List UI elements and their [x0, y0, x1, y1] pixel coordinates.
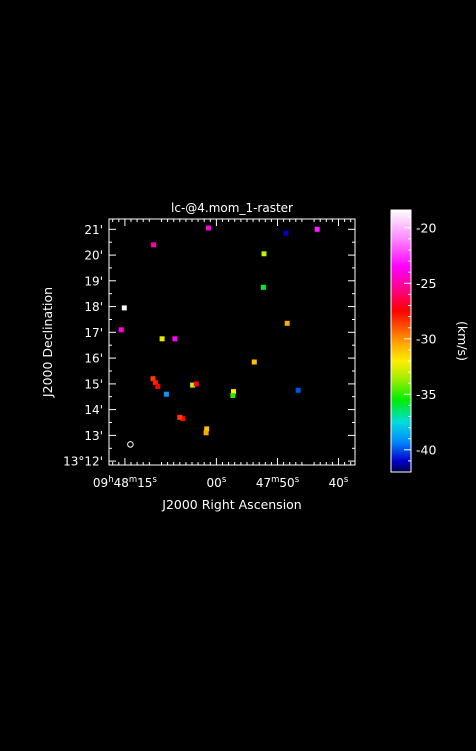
data-point [155, 383, 161, 389]
data-points-layer [118, 225, 320, 448]
y-tick-label: 20' [84, 249, 103, 263]
x-axis-label: J2000 Right Ascension [161, 497, 301, 512]
y-tick-label: 18' [84, 300, 103, 314]
data-point [251, 359, 257, 365]
colorbar-label: (km/s) [455, 321, 470, 361]
chart-title: lc-@4.mom_1-raster [171, 201, 293, 215]
data-point [284, 320, 290, 326]
data-point [283, 230, 289, 236]
tick-unit-superscript: s [152, 475, 157, 485]
colorbar-tick-label: -20 [416, 220, 436, 235]
data-point [180, 416, 186, 422]
colorbar-tick-label: -35 [416, 387, 436, 402]
axis-ticks [109, 219, 355, 465]
data-point [177, 414, 183, 420]
data-point [121, 305, 127, 311]
tick-unit-superscript: s [295, 475, 300, 485]
data-point [314, 226, 320, 232]
data-point [193, 381, 199, 387]
data-point [295, 387, 301, 393]
y-tick-label: 21' [84, 223, 103, 237]
colorbar-tick-label: -25 [416, 276, 436, 291]
tick-unit-superscript: h [108, 475, 113, 485]
x-tick-labels: 09h48m15s 00s 47m50s 40s [93, 475, 349, 490]
y-tick-label: 13°12' [63, 455, 103, 469]
data-point [204, 426, 210, 432]
data-point [172, 336, 178, 342]
data-point [203, 430, 209, 436]
tick-number: 40 [329, 476, 344, 490]
tick-number: 15 [137, 476, 152, 490]
y-axis-label: J2000 Declination [40, 287, 55, 398]
x-tick-label: 40s [329, 475, 349, 490]
tick-unit-superscript: s [222, 475, 227, 485]
x-tick-label: 00s [207, 475, 227, 490]
data-point [230, 393, 236, 398]
colorbar [390, 209, 412, 473]
data-point [152, 380, 158, 386]
plot-frame [108, 218, 356, 466]
beam-marker [127, 441, 134, 448]
colorbar-gradient [390, 209, 412, 473]
data-point [190, 382, 196, 388]
y-tick-label: 13' [84, 429, 103, 443]
data-point [261, 251, 267, 257]
tick-number: 50 [279, 476, 294, 490]
data-point [151, 242, 157, 248]
colorbar-tick-label: -40 [416, 442, 436, 457]
tick-number: 47 [256, 476, 271, 490]
tick-number: 09 [93, 476, 108, 490]
data-point [150, 376, 156, 382]
y-tick-labels: 13°12' 13' 14' 15' 16' 17' 18' 19' 20' 21' [63, 223, 103, 469]
colorbar-tick-labels: -20 -25 -30 -35 -40 [416, 220, 436, 457]
data-point [118, 327, 124, 333]
y-tick-label: 15' [84, 377, 103, 391]
data-point [159, 336, 165, 342]
data-point [163, 391, 169, 397]
tick-number: 48 [114, 476, 129, 490]
tick-unit-superscript: s [344, 475, 349, 485]
data-point [260, 284, 266, 290]
y-tick-label: 16' [84, 352, 103, 366]
data-point [231, 389, 236, 395]
colorbar-tick-label: -30 [416, 331, 436, 346]
x-tick-label: 47m50s [256, 475, 300, 490]
y-tick-label: 14' [84, 403, 103, 417]
y-tick-label: 19' [84, 274, 103, 288]
data-point [206, 225, 211, 231]
x-tick-label: 09h48m15s [93, 475, 158, 490]
tick-unit-superscript: m [129, 475, 137, 485]
tick-unit-superscript: m [271, 475, 279, 485]
tick-number: 00 [207, 476, 222, 490]
y-tick-label: 17' [84, 326, 103, 340]
